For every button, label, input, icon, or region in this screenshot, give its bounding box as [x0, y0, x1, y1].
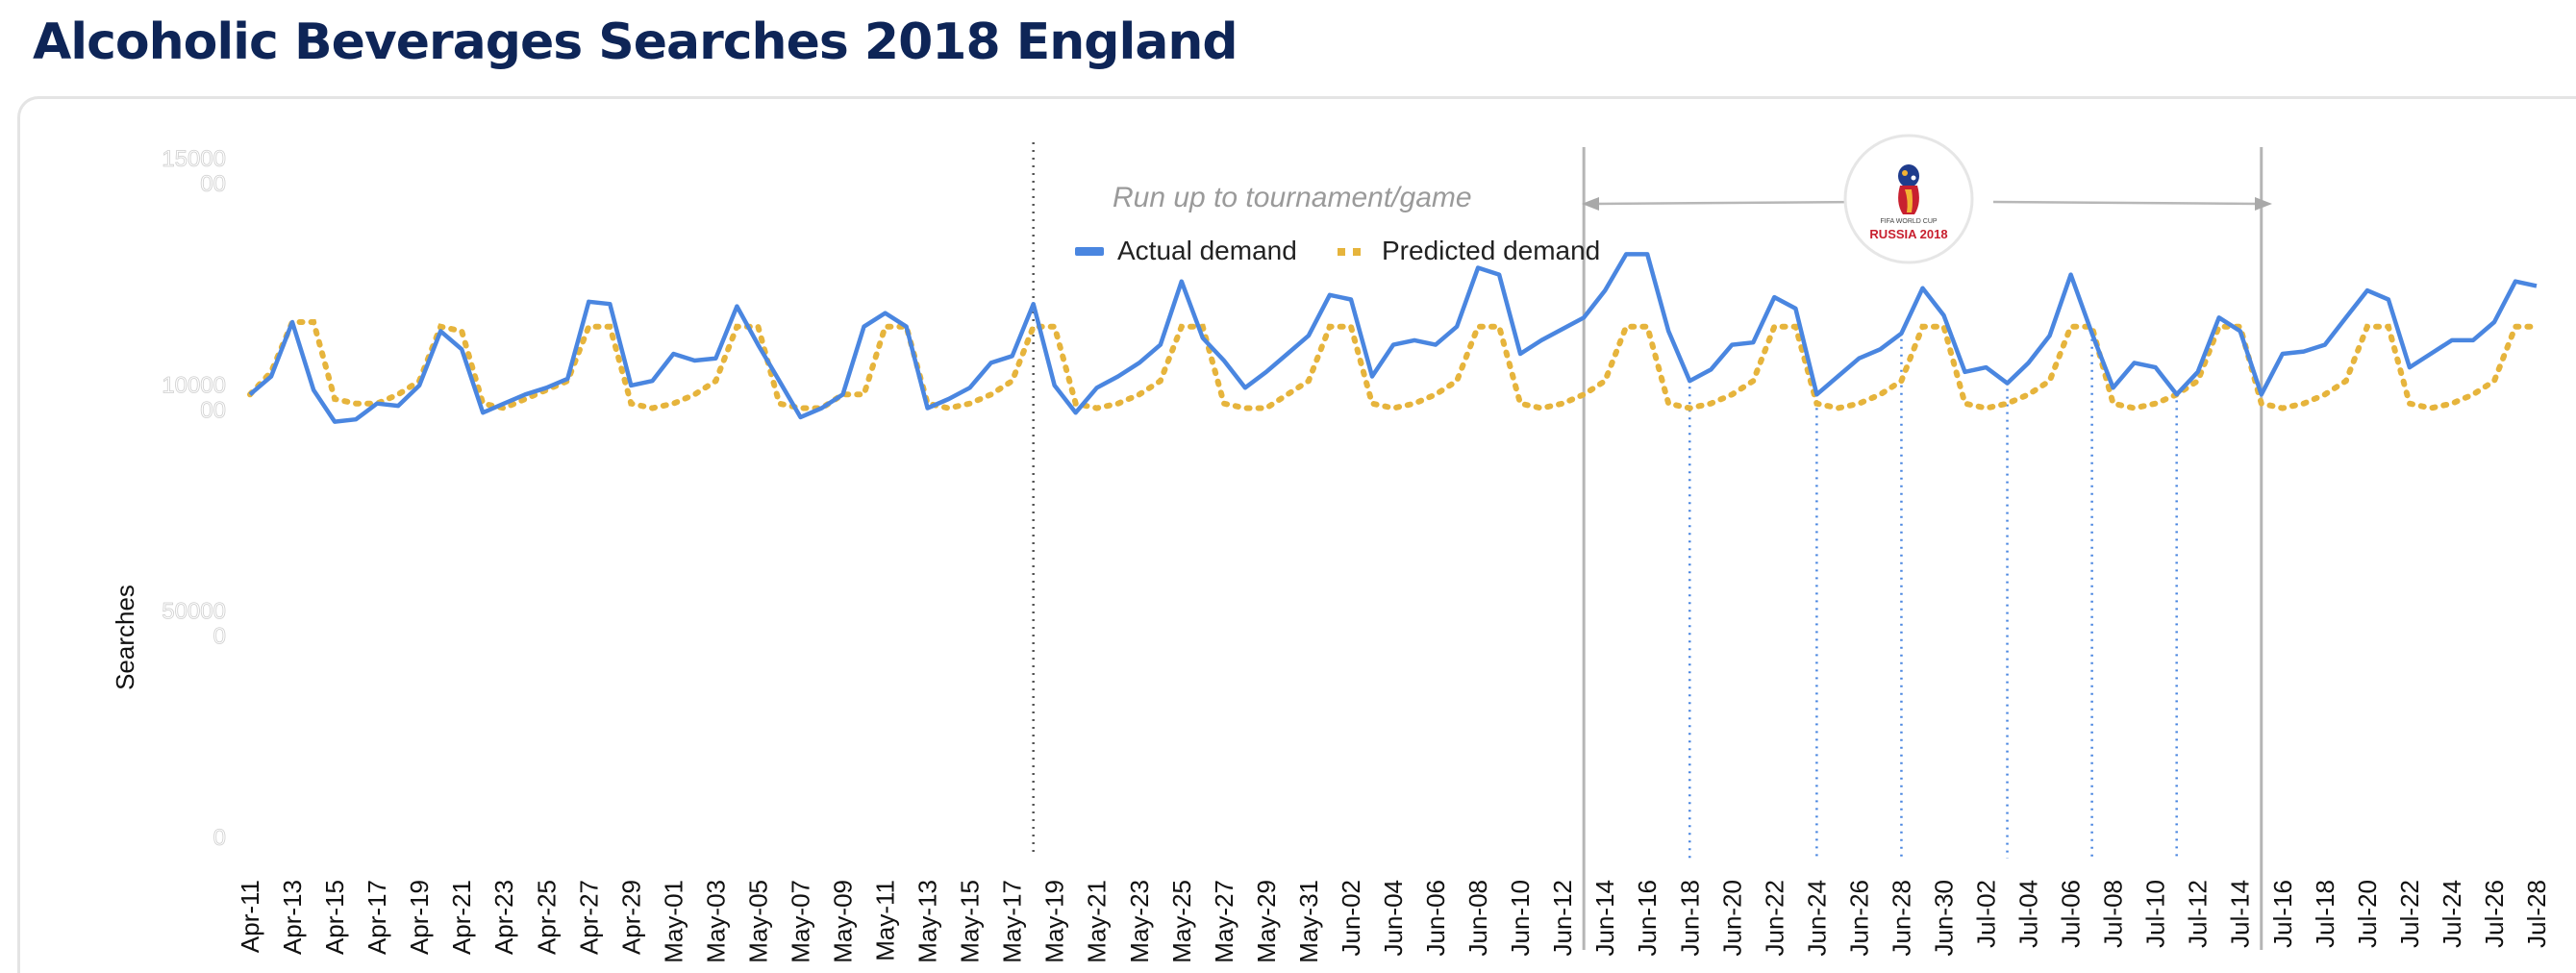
- x-tick-label: Jun-30: [1929, 880, 1958, 957]
- x-tick-label: Jun-28: [1887, 880, 1915, 957]
- x-tick-label: Apr-15: [320, 880, 349, 955]
- x-tick-label: Jul-24: [2438, 880, 2466, 948]
- x-tick-label: Apr-27: [574, 880, 603, 955]
- tournament-arrow-left: [1592, 200, 1869, 206]
- trophy-icon: [1898, 164, 1919, 214]
- y-tick-label: 00: [200, 397, 226, 423]
- event-markers: [1032, 142, 2263, 950]
- legend-label-actual: Actual demand: [1117, 236, 1297, 265]
- x-tick-label: Jun-14: [1590, 880, 1619, 957]
- x-tick-label: Jul-16: [2268, 880, 2297, 948]
- y-tick-label: 10000: [162, 372, 226, 398]
- x-tick-label: Jul-10: [2141, 880, 2170, 948]
- legend-item-actual: Actual demand: [1075, 236, 1297, 265]
- x-tick-label: Jul-28: [2522, 880, 2551, 948]
- run-up-note: Run up to tournament/game: [1113, 182, 1472, 213]
- x-tick-label: May-17: [998, 880, 1027, 963]
- x-tick-label: May-11: [871, 880, 900, 961]
- x-tick-label: Apr-11: [236, 880, 264, 953]
- x-tick-label: Jun-08: [1463, 880, 1492, 957]
- x-tick-label: May-19: [1040, 880, 1069, 963]
- x-tick-label: Jun-26: [1844, 880, 1873, 957]
- arrow-head-left-icon: [1582, 197, 1599, 211]
- x-tick-label: Apr-13: [278, 880, 307, 955]
- y-tick-label: 15000: [162, 146, 226, 172]
- x-tick-label: Jul-02: [1972, 880, 2001, 948]
- x-tick-label: Jul-20: [2353, 880, 2382, 948]
- x-tick-label: Apr-21: [447, 880, 476, 955]
- x-tick-label: May-31: [1294, 880, 1323, 963]
- series-lines: [247, 252, 2539, 424]
- badge-main-text: RUSSIA 2018: [1869, 227, 1947, 241]
- series-line-predicted: [247, 319, 2539, 412]
- legend-item-predicted: Predicted demand: [1338, 236, 1600, 265]
- y-tick-label: 0: [213, 624, 226, 650]
- x-tick-label: May-01: [659, 880, 688, 963]
- x-tick-label: Jun-10: [1506, 880, 1535, 957]
- x-tick-label: May-27: [1210, 880, 1238, 963]
- x-tick-label: May-15: [956, 880, 985, 963]
- y-axis-title: Searches: [111, 585, 139, 690]
- world-cup-badge: FIFA WORLD CUP RUSSIA 2018: [1843, 134, 1974, 264]
- x-tick-label: May-05: [743, 880, 772, 963]
- x-tick-label: Jul-04: [2014, 880, 2043, 948]
- legend-dot-predicted-2: [1353, 248, 1361, 256]
- x-tick-label: May-21: [1083, 880, 1112, 963]
- x-tick-label: Jul-14: [2226, 880, 2255, 948]
- x-tick-label: Jun-20: [1717, 880, 1746, 957]
- x-tick-label: May-07: [786, 880, 814, 963]
- x-tick-label: Apr-19: [405, 880, 434, 955]
- arrow-head-right-icon: [2255, 197, 2272, 211]
- legend-label-predicted: Predicted demand: [1382, 236, 1600, 265]
- x-tick-label: Jun-02: [1337, 880, 1365, 957]
- x-tick-label: Jul-18: [2311, 880, 2339, 948]
- x-tick-label: May-03: [701, 880, 730, 963]
- y-tick-label: 00: [200, 171, 226, 197]
- x-tick-label: Apr-29: [616, 880, 645, 955]
- y-tick-label: 50000: [162, 599, 226, 625]
- x-tick-label: Jul-22: [2395, 880, 2424, 948]
- x-tick-label: May-23: [1125, 880, 1154, 963]
- x-tick-label: May-13: [913, 880, 942, 963]
- chart-panel: 15000 00 10000 00 50000 0 0 Apr-11 Apr-13 Apr-15…: [17, 96, 2576, 973]
- y-tick-label: 0: [213, 825, 226, 851]
- legend-swatch-actual: [1075, 247, 1104, 256]
- x-axis: Apr-11 Apr-13 Apr-15 Apr-17 Apr-19 Apr-21 Apr-…: [236, 880, 2551, 963]
- x-tick-label: Apr-17: [363, 880, 391, 955]
- x-tick-label: May-09: [829, 880, 858, 963]
- x-tick-label: Jun-22: [1760, 880, 1788, 957]
- x-tick-label: Jul-08: [2099, 880, 2128, 948]
- x-tick-label: Apr-25: [532, 880, 561, 955]
- badge-top-text: FIFA WORLD CUP: [1880, 218, 1937, 225]
- legend: Actual demand Predicted demand: [1075, 236, 1600, 265]
- x-tick-label: Jul-06: [2057, 880, 2086, 948]
- x-tick-label: May-25: [1167, 880, 1196, 963]
- x-tick-label: Jun-06: [1421, 880, 1450, 957]
- tournament-span: Run up to tournament/game: [1113, 182, 2272, 213]
- x-tick-label: May-29: [1252, 880, 1281, 963]
- legend-dot-predicted-1: [1338, 248, 1345, 256]
- x-tick-label: Jun-12: [1548, 880, 1577, 957]
- tournament-arrow-right: [1992, 200, 2262, 206]
- x-tick-label: Jun-04: [1379, 880, 1408, 957]
- x-tick-label: Jun-16: [1633, 880, 1662, 957]
- x-tick-label: Apr-23: [489, 880, 518, 955]
- x-tick-label: Jul-26: [2480, 880, 2509, 948]
- x-tick-label: Jul-12: [2184, 880, 2213, 948]
- x-tick-label: Jun-18: [1675, 880, 1704, 957]
- x-tick-label: Jun-24: [1802, 880, 1831, 957]
- page-title: Alcoholic Beverages Searches 2018 Englan…: [33, 13, 1238, 71]
- series-line-actual: [248, 252, 2538, 424]
